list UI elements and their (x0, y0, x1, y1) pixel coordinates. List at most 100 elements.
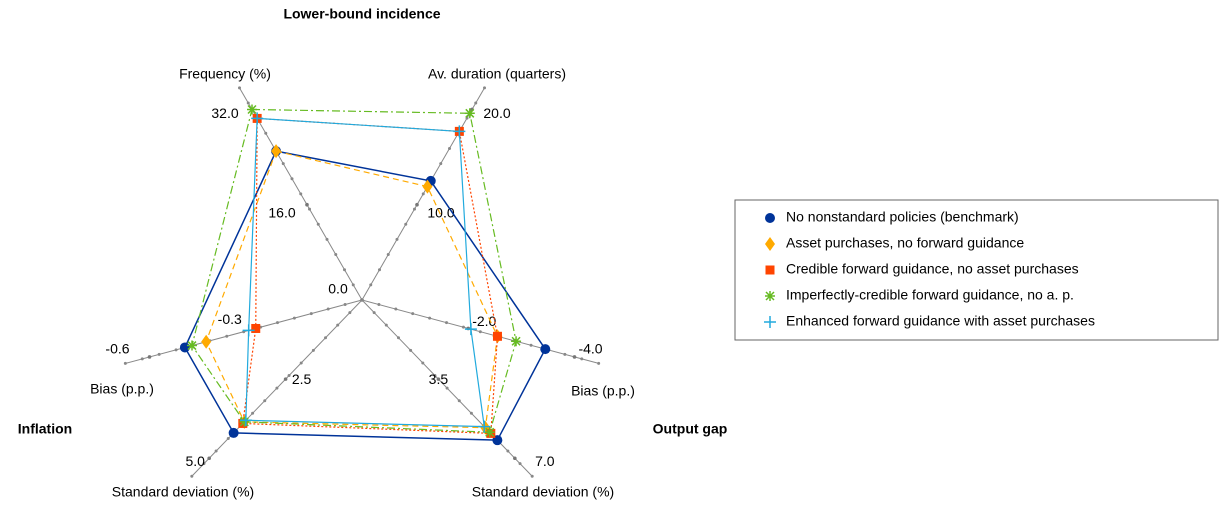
axis-dot (324, 336, 328, 340)
series-line (245, 117, 485, 428)
tick-mark (305, 202, 309, 207)
axis-dot (226, 436, 230, 440)
marker (251, 323, 261, 333)
tick-label: 32.0 (211, 105, 238, 121)
axis-dot (445, 321, 449, 325)
axis-dot (421, 192, 425, 196)
axis-label: Bias (p.p.) (571, 383, 635, 399)
axis-dot (413, 207, 416, 211)
axis-dot (396, 336, 400, 340)
axis-dot (384, 323, 388, 327)
axis-dot (287, 374, 291, 378)
axis-dot (506, 449, 510, 453)
axis-label: Standard deviation (%) (472, 484, 614, 500)
marker (271, 144, 282, 159)
marker (765, 291, 775, 301)
legend-label: Asset purchases, no forward guidance (786, 235, 1024, 251)
legend-box (734, 199, 1219, 341)
tick-mark (572, 355, 577, 359)
marker (764, 316, 776, 328)
marker (186, 340, 197, 351)
axis-dot (275, 321, 279, 325)
marker (242, 324, 255, 337)
marker (765, 213, 775, 223)
axis-dot (299, 192, 303, 196)
tick-label: 3.5 (429, 371, 449, 387)
marker (464, 323, 477, 336)
axis-dot (343, 268, 346, 272)
marker (239, 414, 252, 427)
axis-dot (461, 325, 465, 329)
tick-label: -4.0 (578, 341, 602, 357)
marker (251, 112, 264, 125)
axis-dot (290, 177, 294, 181)
axis-dot (563, 352, 567, 356)
axis-dot (530, 474, 534, 478)
axis-dot (421, 361, 425, 365)
axis-dot (474, 101, 478, 105)
axis-dot (174, 348, 178, 352)
series-line (242, 117, 499, 435)
axis-dot (433, 374, 437, 378)
axis-dot (308, 207, 311, 211)
tick-mark (436, 377, 441, 381)
axis-dot (439, 162, 443, 166)
marker (511, 336, 522, 347)
axis-label: Av. duration (quarters) (428, 66, 566, 82)
legend-label: Enhanced forward guidance with asset pur… (786, 313, 1095, 329)
tick-mark (513, 456, 517, 461)
axis-dot (404, 222, 408, 226)
marker (478, 420, 491, 433)
marker (228, 427, 239, 438)
axis-dot (326, 307, 330, 311)
axis-label: Standard deviation (%) (112, 484, 254, 500)
tick-label: -0.3 (218, 311, 242, 327)
legend-label: No nonstandard policies (benchmark) (786, 209, 1019, 225)
axis-dot (386, 253, 390, 257)
tick-label: 5.0 (185, 453, 205, 469)
series-line (184, 150, 547, 441)
axis-dot (264, 131, 268, 135)
legend-label: Credible forward guidance, no asset purc… (786, 261, 1079, 277)
axis-dot (478, 330, 482, 334)
axis-dot (281, 162, 285, 166)
axis-dot (225, 334, 229, 338)
tick-label: 10.0 (427, 204, 454, 220)
axis-dot (529, 343, 533, 347)
axis-dot (378, 268, 381, 272)
axis-dot (325, 237, 329, 241)
axis-dot (251, 411, 255, 415)
axis-dot (518, 462, 522, 466)
axis-dot (343, 303, 347, 307)
axis-dot (445, 386, 449, 390)
tick-mark (415, 202, 419, 207)
axis-dot (483, 86, 486, 90)
marker (464, 108, 475, 119)
axis-dot (263, 399, 267, 403)
axis-dot (140, 357, 144, 361)
axis-dot (411, 312, 415, 316)
axis-dot (299, 361, 303, 365)
marker (540, 344, 551, 355)
marker (422, 179, 433, 194)
marker (179, 342, 190, 353)
axis-dot (448, 146, 451, 150)
tick-label: 20.0 (483, 105, 510, 121)
axis-dot (190, 474, 194, 478)
axis-dot (336, 323, 340, 327)
axis-dot (377, 303, 381, 307)
tick-mark (207, 456, 211, 461)
axis-dot (348, 311, 352, 315)
tick-label: -0.6 (105, 341, 129, 357)
legend-label: Imperfectly-credible forward guidance, n… (786, 287, 1074, 303)
group-label: Output gap (653, 421, 728, 437)
tick-mark (283, 377, 288, 381)
marker (765, 265, 775, 275)
axis-dot (316, 222, 320, 226)
marker (201, 334, 212, 349)
marker (247, 104, 257, 115)
axis-dot (202, 462, 206, 466)
axis-dot (469, 411, 473, 415)
axis-label: Bias (p.p.) (90, 381, 154, 397)
